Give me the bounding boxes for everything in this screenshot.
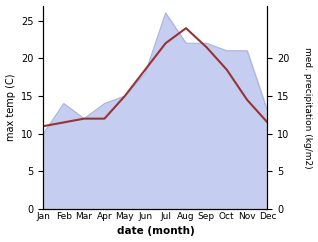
Y-axis label: med. precipitation (kg/m2): med. precipitation (kg/m2) bbox=[303, 46, 313, 168]
Y-axis label: max temp (C): max temp (C) bbox=[5, 74, 16, 141]
X-axis label: date (month): date (month) bbox=[116, 227, 194, 236]
